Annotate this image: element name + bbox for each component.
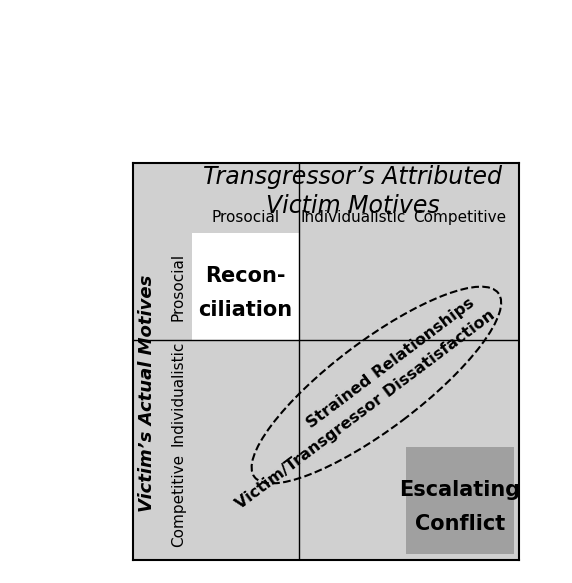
Text: Competitive: Competitive — [414, 210, 507, 226]
Text: Escalating: Escalating — [399, 480, 521, 500]
Text: Recon-: Recon- — [205, 266, 286, 286]
Text: Prosocial: Prosocial — [212, 210, 280, 226]
Text: Victim Motives: Victim Motives — [266, 194, 440, 218]
Text: Conflict: Conflict — [415, 514, 505, 535]
Text: Transgressor’s Attributed: Transgressor’s Attributed — [203, 165, 502, 189]
Text: Individualistic: Individualistic — [170, 341, 186, 447]
Text: Victim’s Actual Motives: Victim’s Actual Motives — [138, 275, 156, 512]
Text: Competitive: Competitive — [170, 454, 186, 547]
Text: Prosocial: Prosocial — [170, 252, 186, 321]
Text: ciliation: ciliation — [198, 300, 293, 320]
Bar — [406, 447, 514, 554]
Text: Victim/Transgressor Dissatisfaction: Victim/Transgressor Dissatisfaction — [233, 307, 498, 512]
Bar — [192, 233, 299, 340]
Text: Strained Relationships: Strained Relationships — [304, 296, 477, 431]
Text: Individualistic: Individualistic — [300, 210, 406, 226]
